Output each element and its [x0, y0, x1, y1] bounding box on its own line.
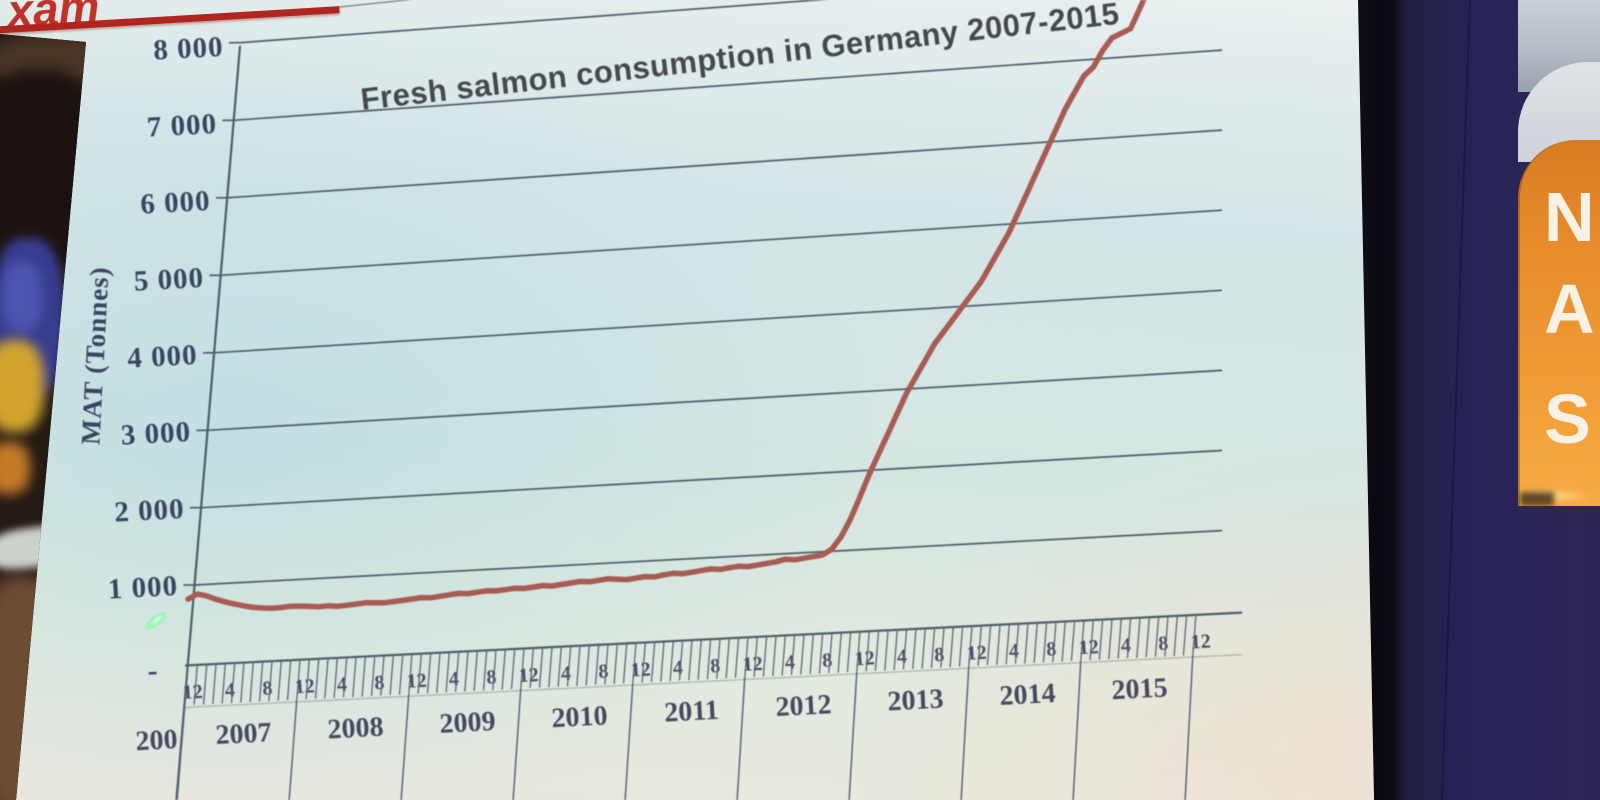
- svg-text:4: 4: [784, 651, 795, 673]
- svg-text:12: 12: [966, 642, 987, 665]
- banner-letter-s: S: [1544, 380, 1593, 458]
- photo-orange-item: [0, 442, 30, 494]
- svg-text:8: 8: [822, 649, 833, 671]
- svg-text:12: 12: [182, 681, 203, 704]
- svg-text:4: 4: [336, 674, 347, 696]
- svg-text:8: 8: [1158, 633, 1169, 655]
- svg-text:1 000: 1 000: [107, 570, 179, 606]
- svg-text:2007: 2007: [215, 717, 273, 751]
- svg-text:2011: 2011: [664, 695, 720, 729]
- svg-text:4: 4: [224, 679, 235, 701]
- svg-text:2008: 2008: [327, 712, 385, 746]
- svg-text:8 000: 8 000: [153, 31, 225, 67]
- svg-text:2009: 2009: [439, 706, 497, 740]
- svg-text:4: 4: [1120, 634, 1131, 656]
- hanging-banner: N A S: [1518, 0, 1600, 800]
- svg-text:2014: 2014: [999, 678, 1057, 712]
- svg-text:12: 12: [854, 647, 875, 670]
- svg-text:8: 8: [486, 666, 497, 688]
- photo-yellow-label: [0, 340, 44, 432]
- svg-text:8: 8: [934, 644, 945, 666]
- banner-shadow-smudge: [1520, 492, 1554, 506]
- svg-text:8: 8: [374, 672, 385, 694]
- svg-text:3 000: 3 000: [120, 416, 192, 452]
- svg-text:12: 12: [1078, 636, 1099, 659]
- svg-text:4 000: 4 000: [127, 339, 199, 375]
- svg-text:12: 12: [518, 664, 539, 687]
- svg-text:12: 12: [742, 653, 763, 676]
- svg-text:12: 12: [1190, 630, 1211, 653]
- banner-letter-a: A: [1544, 270, 1597, 348]
- svg-text:4: 4: [672, 657, 683, 679]
- svg-text:Fresh salmon consumption in Ge: Fresh salmon consumption in Germany 2007…: [359, 0, 1121, 117]
- svg-text:4: 4: [896, 646, 907, 668]
- svg-text:8: 8: [1046, 638, 1057, 660]
- svg-text:-: -: [147, 654, 159, 687]
- photo-blue-jar-highlight: [2, 262, 42, 332]
- svg-text:6 000: 6 000: [140, 185, 212, 221]
- svg-text:5 000: 5 000: [133, 262, 205, 298]
- svg-text:8: 8: [262, 677, 273, 699]
- svg-text:4: 4: [448, 668, 459, 690]
- svg-text:12: 12: [406, 670, 427, 693]
- svg-text:MAT (Tonnes): MAT (Tonnes): [75, 265, 114, 445]
- svg-text:2015: 2015: [1111, 672, 1169, 706]
- svg-text:4: 4: [560, 662, 571, 684]
- svg-text:4: 4: [1008, 640, 1019, 662]
- svg-text:2012: 2012: [775, 689, 833, 723]
- svg-text:2013: 2013: [887, 684, 945, 718]
- svg-text:2010: 2010: [551, 700, 609, 734]
- svg-text:12: 12: [630, 658, 651, 681]
- svg-text:7 000: 7 000: [146, 108, 218, 144]
- svg-text:12: 12: [294, 675, 315, 698]
- svg-text:200: 200: [135, 724, 179, 757]
- svg-text:2 000: 2 000: [114, 493, 186, 529]
- banner-letter-n: N: [1544, 178, 1597, 256]
- svg-text:8: 8: [598, 661, 609, 683]
- banner-orange-panel: N A S: [1518, 140, 1600, 506]
- slide-heading-fragment: xam: [6, 0, 101, 37]
- svg-text:8: 8: [710, 655, 721, 677]
